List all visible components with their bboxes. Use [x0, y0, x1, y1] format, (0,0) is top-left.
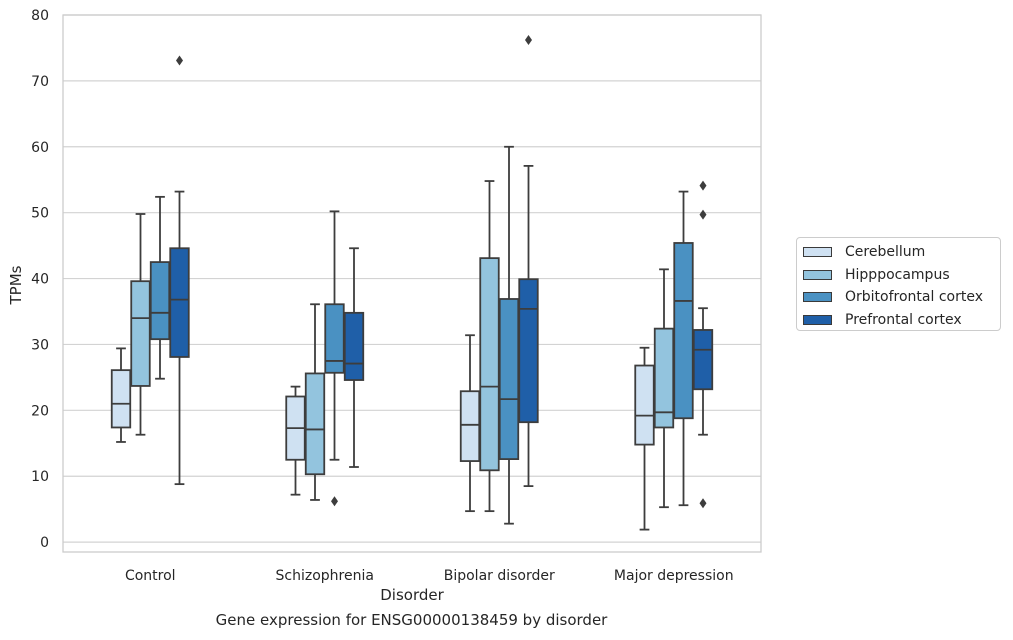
box	[692, 180, 714, 509]
box	[304, 303, 326, 501]
y-tick-label: 60	[31, 140, 49, 156]
legend-label: Cerebellum	[845, 244, 926, 260]
legend-label: Prefrontal cortex	[845, 311, 962, 328]
box-body	[459, 390, 481, 462]
y-tick-label: 0	[40, 535, 49, 551]
box	[634, 346, 655, 531]
outlier-point	[525, 35, 532, 46]
box-series	[110, 35, 714, 531]
legend-item: Cerebellum	[803, 242, 925, 262]
box	[479, 180, 500, 513]
box	[459, 334, 481, 513]
y-tick-label: 50	[31, 206, 49, 222]
x-tick-label: Major depression	[614, 568, 734, 584]
box-body	[634, 364, 655, 446]
y-axis-label: TPMs	[7, 265, 25, 305]
box-body	[653, 327, 675, 429]
outlier-point	[699, 180, 707, 191]
legend-item: Hipppocampus	[803, 265, 950, 285]
legend-label: Hipppocampus	[845, 266, 950, 283]
tick-labels: 0 10 20 30 40 50 60 70 80 Control Schizophrenia Bip…	[31, 8, 733, 584]
legend-swatch	[803, 314, 832, 325]
x-tick-label: Control	[125, 568, 176, 584]
y-tick-label: 80	[31, 8, 49, 24]
legend-item: Prefrontal cortex	[803, 310, 962, 330]
box	[673, 190, 694, 507]
box-body	[498, 298, 520, 460]
legend-swatch	[803, 292, 832, 302]
box	[149, 195, 171, 380]
outlier-point	[176, 55, 183, 66]
legend-item: Orbitofrontal cortex	[803, 287, 983, 307]
x-tick-label: Schizophrenia	[276, 568, 374, 584]
x-tick-label: Bipolar disorder	[444, 568, 555, 584]
box-body	[518, 278, 539, 424]
box-body	[343, 311, 365, 381]
box-body	[324, 303, 345, 374]
x-axis-label: Disorder	[380, 586, 444, 604]
box	[110, 347, 132, 443]
legend-swatch	[803, 247, 832, 257]
y-tick-label: 70	[31, 74, 49, 90]
plot-frame	[62, 14, 762, 553]
y-tick-label: 40	[31, 272, 49, 288]
legend-label: Orbitofrontal cortex	[845, 289, 983, 305]
outlier-point	[331, 496, 338, 507]
legend: Cerebellum Hipppocampus Orbitofrontal cort…	[796, 237, 1001, 331]
box-body	[673, 242, 694, 420]
box	[324, 210, 345, 507]
y-tick-label: 20	[31, 403, 49, 419]
box	[498, 145, 520, 525]
box	[653, 268, 675, 509]
box-body	[130, 280, 151, 387]
box	[343, 247, 365, 468]
box	[169, 55, 190, 486]
box	[285, 385, 306, 496]
box-body	[149, 261, 171, 341]
box-body	[479, 257, 500, 472]
box	[130, 213, 151, 436]
outlier-point	[699, 498, 707, 509]
box-body	[110, 369, 132, 429]
chart-caption: Gene expression for ENSG00000138459 by d…	[215, 611, 608, 629]
outlier-point	[699, 209, 707, 220]
y-tick-label: 30	[31, 337, 49, 353]
box	[518, 35, 539, 488]
box-body	[304, 372, 326, 476]
box-body	[692, 329, 714, 391]
legend-swatch	[803, 269, 832, 280]
box-body	[169, 247, 190, 358]
y-tick-label: 10	[31, 469, 49, 485]
